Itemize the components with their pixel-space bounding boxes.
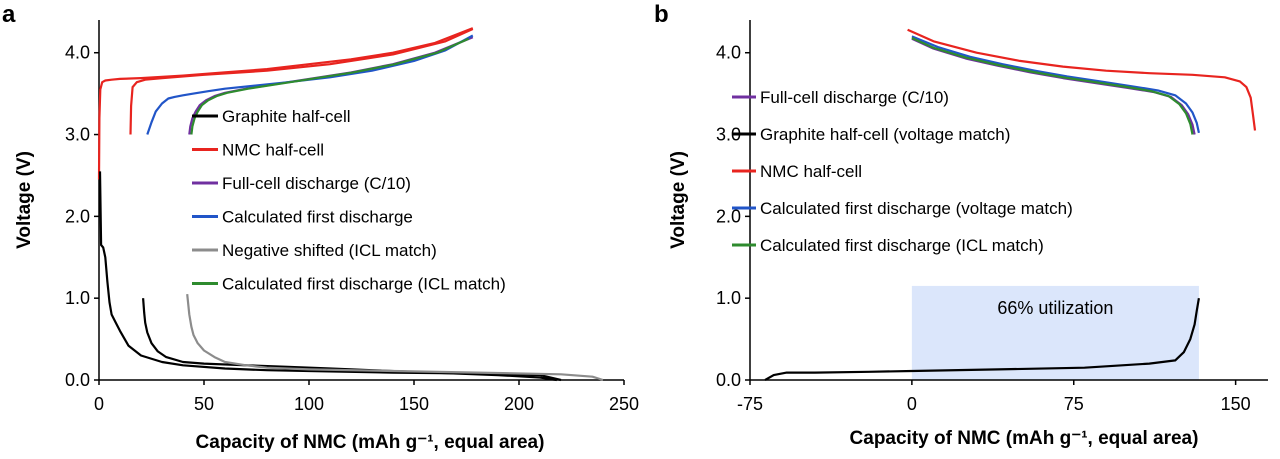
legend-entry: Calculated first discharge (voltage matc… [760, 199, 1073, 218]
y-tick-label: 2.0 [716, 206, 741, 226]
y-axis-title: Voltage (V) [14, 151, 35, 249]
panel-a-letter: a [2, 1, 16, 28]
y-tick-label: 4.0 [65, 43, 90, 63]
series-line [146, 34, 474, 135]
legend-entry: NMC half-cell [760, 162, 862, 181]
series-line [911, 36, 1194, 135]
series-line [907, 28, 1257, 131]
panel-b-letter: b [654, 1, 669, 28]
x-axis-title: Capacity of NMC (mAh g⁻¹, equal area) [196, 432, 545, 453]
series-line [186, 293, 604, 382]
y-tick-label: 3.0 [65, 125, 90, 145]
x-axis-title: Capacity of NMC (mAh g⁻¹, equal area) [850, 428, 1199, 449]
series-line [129, 27, 474, 135]
legend-entry: Negative shifted (ICL match) [222, 241, 437, 260]
series-line [98, 171, 562, 382]
x-tick-label: 100 [294, 394, 324, 414]
series-line [764, 298, 1200, 381]
y-tick-label: 1.0 [716, 288, 741, 308]
legend-entry: Graphite half-cell [222, 107, 351, 126]
legend-entry: Calculated first discharge [222, 208, 413, 227]
chart-panel-b: 66% utilization -75 0 75 150 0.0 1.0 2.0 3.0 4.0 C… [668, 20, 1268, 449]
y-tick-label: 1.0 [65, 288, 90, 308]
x-tick-label: 50 [194, 394, 214, 414]
legend-entry: Calculated first discharge (ICL match) [760, 236, 1044, 255]
legend-entry: Graphite half-cell (voltage match) [760, 125, 1010, 144]
legend-entry: Full-cell discharge (C/10) [222, 174, 411, 193]
y-tick-label: 2.0 [65, 206, 90, 226]
series-line [97, 27, 474, 180]
x-tick-label: 0 [94, 394, 104, 414]
chart-panel-a: 0 50 100 150 200 250 0.0 1.0 2.0 3.0 4.0 Capacity o… [14, 20, 639, 453]
legend-entry: Calculated first discharge (ICL match) [222, 275, 506, 294]
utilization-label: 66% utilization [997, 298, 1113, 318]
series-line [911, 35, 1200, 134]
y-tick-label: 0.0 [716, 370, 741, 390]
x-tick-label: 150 [399, 394, 429, 414]
y-tick-label: 0.0 [65, 370, 90, 390]
x-tick-label: -75 [737, 394, 763, 414]
legend-entry: Full-cell discharge (C/10) [760, 88, 949, 107]
y-tick-label: 3.0 [716, 125, 741, 145]
y-axis-title: Voltage (V) [668, 151, 689, 249]
x-tick-label: 75 [1064, 394, 1084, 414]
x-tick-label: 250 [609, 394, 639, 414]
x-tick-label: 150 [1221, 394, 1251, 414]
legend-entry: NMC half-cell [222, 141, 324, 160]
x-tick-label: 200 [504, 394, 534, 414]
y-tick-label: 4.0 [716, 43, 741, 63]
x-tick-label: 0 [907, 394, 917, 414]
